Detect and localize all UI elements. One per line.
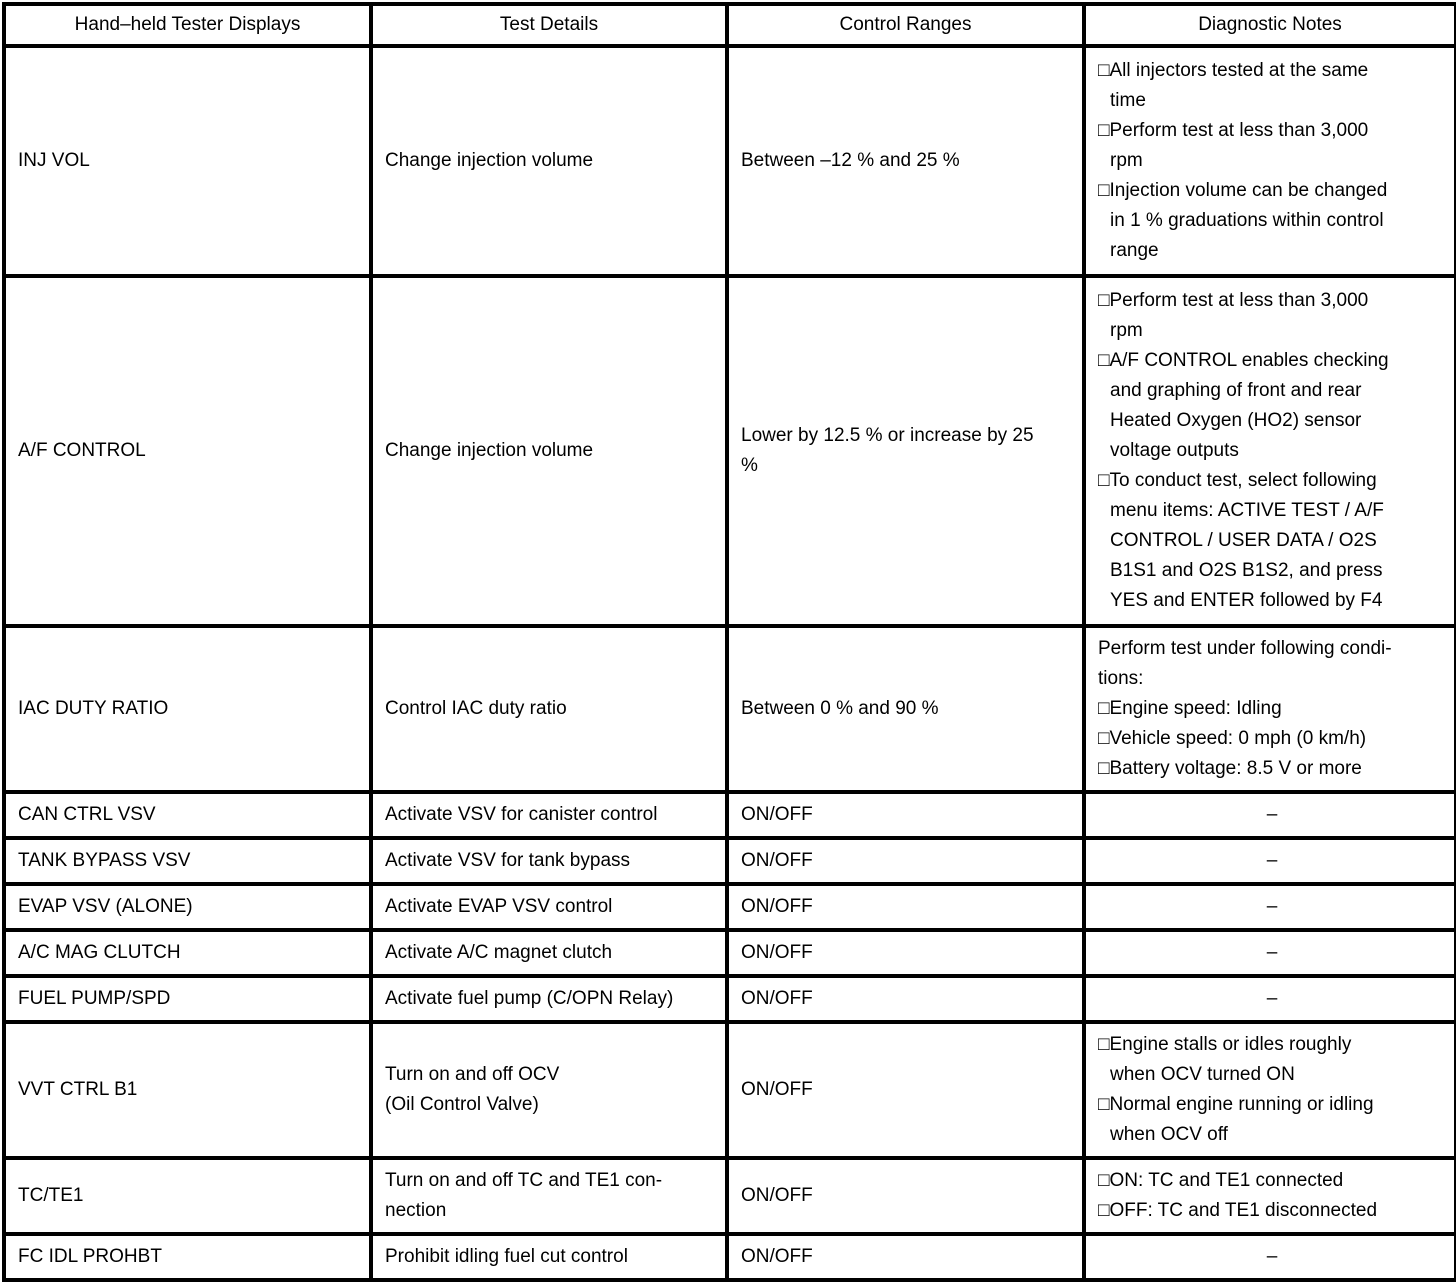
header-row: Hand–held Tester Displays Test Details C… [2, 2, 1456, 48]
control-range-cell: ON/OFF [725, 790, 1086, 840]
control-range-cell: ON/OFF [725, 1232, 1086, 1282]
note-bullet-item: □Perform test at less than 3,000 rpm [1098, 290, 1369, 341]
note-bullet-item: □OFF: TC and TE1 disconnected [1098, 1200, 1378, 1221]
control-range-cell: ON/OFF [725, 928, 1086, 978]
test-details-cell: Turn on and off OCV (Oil Control Valve) [369, 1020, 729, 1160]
tester-display-cell: A/F CONTROL [2, 274, 373, 628]
note-bullet-item: □A/F CONTROL enables checking and graphi… [1098, 350, 1389, 461]
test-details-cell: Activate EVAP VSV control [369, 882, 729, 932]
note-bullet-item: □Vehicle speed: 0 mph (0 km/h) [1098, 728, 1367, 749]
table-row: A/F CONTROL Change injection volume Lower … [2, 274, 1456, 628]
note-bullet-item: □To conduct test, select following menu … [1098, 470, 1384, 611]
tester-display-cell: FC IDL PROHBT [2, 1232, 373, 1282]
diagnostic-notes-cell: □Perform test at less than 3,000 rpm □A/F… [1082, 274, 1456, 628]
table-row: TANK BYPASS VSV Activate VSV for tank byp… [2, 836, 1456, 886]
test-details-cell: Turn on and off TC and TE1 con- nection [369, 1156, 729, 1236]
note-bullet-item: □Perform test at less than 3,000 rpm [1098, 120, 1369, 171]
tester-display-cell: VVT CTRL B1 [2, 1020, 373, 1160]
tester-display-cell: CAN CTRL VSV [2, 790, 373, 840]
tester-display-cell: TANK BYPASS VSV [2, 836, 373, 886]
control-range-cell: ON/OFF [725, 1156, 1086, 1236]
test-details-cell: Activate fuel pump (C/OPN Relay) [369, 974, 729, 1024]
control-range-cell: Lower by 12.5 % or increase by 25 % [725, 274, 1086, 628]
table-body: INJ VOL Change injection volume Between –1… [2, 44, 1456, 1282]
test-details-cell: Control IAC duty ratio [369, 624, 729, 794]
control-range-cell: ON/OFF [725, 882, 1086, 932]
column-header-test-details: Test Details [369, 2, 729, 48]
table-row: INJ VOL Change injection volume Between –1… [2, 44, 1456, 278]
note-bullet-item: □Battery voltage: 8.5 V or more [1098, 758, 1362, 779]
note-bullet-item: □Injection volume can be changed in 1 % … [1098, 180, 1388, 261]
note-bullet-item: □All injectors tested at the same time [1098, 60, 1369, 111]
test-details-cell: Activate VSV for canister control [369, 790, 729, 840]
diagnostic-notes-cell: □Engine stalls or idles roughly when OCV… [1082, 1020, 1456, 1160]
diagnostic-notes-cell: □All injectors tested at the same time □P… [1082, 44, 1456, 278]
table-row: IAC DUTY RATIO Control IAC duty ratio Betw… [2, 624, 1456, 794]
table-row: VVT CTRL B1 Turn on and off OCV (Oil Cont… [2, 1020, 1456, 1160]
tester-display-cell: TC/TE1 [2, 1156, 373, 1236]
note-bullet-item: □Engine stalls or idles roughly when OCV… [1098, 1034, 1352, 1085]
diagnostic-notes-cell: – [1082, 836, 1456, 886]
test-details-cell: Change injection volume [369, 44, 729, 278]
table-row: CAN CTRL VSV Activate VSV for canister co… [2, 790, 1456, 840]
tester-display-cell: IAC DUTY RATIO [2, 624, 373, 794]
control-range-cell: Between 0 % and 90 % [725, 624, 1086, 794]
column-header-tester-displays: Hand–held Tester Displays [2, 2, 373, 48]
note-bullet-item: □ON: TC and TE1 connected [1098, 1170, 1344, 1191]
diagnostic-notes-cell: – [1082, 1232, 1456, 1282]
tester-display-cell: EVAP VSV (ALONE) [2, 882, 373, 932]
test-details-cell: Activate A/C magnet clutch [369, 928, 729, 978]
control-range-cell: ON/OFF [725, 1020, 1086, 1160]
note-bullet-item: □Normal engine running or idling when OC… [1098, 1094, 1374, 1145]
diagnostic-notes-cell: □ON: TC and TE1 connected □OFF: TC and TE… [1082, 1156, 1456, 1236]
diagnostic-notes-cell: – [1082, 882, 1456, 932]
tester-display-cell: INJ VOL [2, 44, 373, 278]
diagnostic-notes-cell: – [1082, 790, 1456, 840]
tester-display-cell: A/C MAG CLUTCH [2, 928, 373, 978]
diagnostic-notes-cell: Perform test under following condi- tion… [1082, 624, 1456, 794]
table-row: FUEL PUMP/SPD Activate fuel pump (C/OPN R… [2, 974, 1456, 1024]
diagnostic-notes-cell: – [1082, 928, 1456, 978]
column-header-control-ranges: Control Ranges [725, 2, 1086, 48]
tester-display-cell: FUEL PUMP/SPD [2, 974, 373, 1024]
test-details-cell: Activate VSV for tank bypass [369, 836, 729, 886]
column-header-diagnostic-notes: Diagnostic Notes [1082, 2, 1456, 48]
control-range-cell: ON/OFF [725, 836, 1086, 886]
table-row: FC IDL PROHBT Prohibit idling fuel cut co… [2, 1232, 1456, 1282]
control-range-cell: Between –12 % and 25 % [725, 44, 1086, 278]
table-row: EVAP VSV (ALONE) Activate EVAP VSV contro… [2, 882, 1456, 932]
test-details-cell: Prohibit idling fuel cut control [369, 1232, 729, 1282]
table-row: A/C MAG CLUTCH Activate A/C magnet clutch… [2, 928, 1456, 978]
table-row: TC/TE1 Turn on and off TC and TE1 con- ne… [2, 1156, 1456, 1236]
test-details-cell: Change injection volume [369, 274, 729, 628]
control-range-cell: ON/OFF [725, 974, 1086, 1024]
note-text-item: Perform test under following condi- tion… [1098, 638, 1392, 689]
note-bullet-item: □Engine speed: Idling [1098, 698, 1282, 719]
diagnostic-notes-cell: – [1082, 974, 1456, 1024]
